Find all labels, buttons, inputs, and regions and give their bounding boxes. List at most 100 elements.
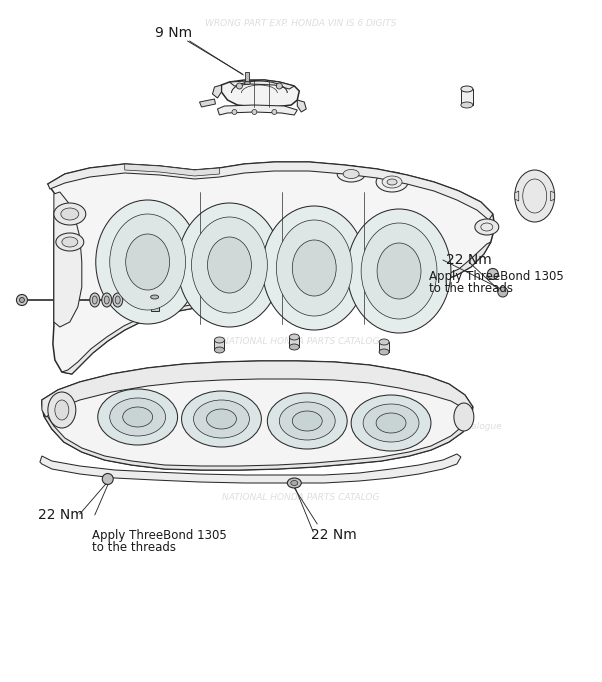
Circle shape [237,83,243,89]
Text: to the threads: to the threads [429,282,513,295]
Ellipse shape [262,206,366,330]
Ellipse shape [377,243,421,299]
Circle shape [488,269,498,280]
Ellipse shape [191,217,267,313]
Ellipse shape [361,223,437,319]
Polygon shape [551,191,554,201]
Ellipse shape [178,203,281,327]
Text: Apply ThreeBond 1305: Apply ThreeBond 1305 [429,270,563,283]
Circle shape [272,110,277,115]
Ellipse shape [276,220,352,316]
Ellipse shape [376,172,408,192]
Ellipse shape [123,407,153,427]
Ellipse shape [475,219,499,235]
Polygon shape [48,162,493,220]
Ellipse shape [126,234,170,290]
Text: 22 Nm: 22 Nm [446,253,492,267]
Ellipse shape [379,349,389,355]
Polygon shape [44,414,471,470]
Ellipse shape [343,170,359,179]
Ellipse shape [267,393,347,449]
Polygon shape [297,100,306,112]
Ellipse shape [208,237,252,293]
Ellipse shape [290,334,299,340]
Text: to the threads: to the threads [92,541,176,554]
Ellipse shape [96,200,199,324]
Text: 22 Nm: 22 Nm [38,508,84,522]
Circle shape [498,287,507,297]
Polygon shape [213,85,222,98]
Ellipse shape [62,237,78,247]
Ellipse shape [56,233,84,251]
Ellipse shape [337,166,365,182]
Text: WRONG PART EXP. HONDA VIN IS 6 DIGITS: WRONG PART EXP. HONDA VIN IS 6 DIGITS [205,19,396,29]
Ellipse shape [291,481,298,486]
Polygon shape [379,342,389,352]
Ellipse shape [54,203,86,225]
Circle shape [102,473,113,484]
Polygon shape [217,105,297,115]
Ellipse shape [48,392,76,428]
Ellipse shape [193,400,249,438]
Polygon shape [42,361,473,470]
Ellipse shape [461,86,473,92]
Polygon shape [461,89,473,105]
Text: Apply ThreeBond 1305: Apply ThreeBond 1305 [92,529,226,542]
Ellipse shape [92,296,98,304]
Ellipse shape [90,293,100,307]
Ellipse shape [351,395,431,451]
Polygon shape [199,99,216,107]
Ellipse shape [55,400,69,420]
Circle shape [16,295,28,306]
Text: NATIONAL HONDA PARTS CATALOG: NATIONAL HONDA PARTS CATALOG [222,336,379,346]
Ellipse shape [376,413,406,433]
Ellipse shape [382,176,402,188]
Ellipse shape [115,296,120,304]
Ellipse shape [113,293,123,307]
Polygon shape [222,80,299,107]
Ellipse shape [98,389,178,445]
Circle shape [19,297,25,303]
Ellipse shape [104,296,109,304]
Text: 9 Nm: 9 Nm [155,26,192,40]
Ellipse shape [102,293,112,307]
Circle shape [232,110,237,115]
Polygon shape [515,191,519,201]
Polygon shape [48,162,495,374]
Ellipse shape [110,398,166,436]
Ellipse shape [279,402,335,440]
Ellipse shape [214,337,225,343]
Ellipse shape [293,240,336,296]
Circle shape [252,110,257,115]
Ellipse shape [290,344,299,350]
Polygon shape [54,192,82,327]
Text: NATIONAL HONDA PARTS CATALOG: NATIONAL HONDA PARTS CATALOG [222,493,379,503]
Polygon shape [62,242,491,374]
Polygon shape [229,80,294,89]
Text: 22 Nm: 22 Nm [311,528,357,542]
Polygon shape [42,361,473,417]
Ellipse shape [379,339,389,345]
Ellipse shape [287,478,301,488]
Ellipse shape [182,391,261,447]
Polygon shape [290,337,299,347]
Text: epcatalogue: epcatalogue [447,421,502,431]
Ellipse shape [515,170,554,222]
Polygon shape [125,164,220,176]
Ellipse shape [214,347,225,353]
Text: NATIONAL HONDA PARTS CATALOG: NATIONAL HONDA PARTS CATALOG [222,176,379,186]
Ellipse shape [61,208,79,220]
Ellipse shape [244,82,250,85]
Polygon shape [40,454,461,483]
Polygon shape [214,340,225,350]
Ellipse shape [387,179,397,185]
Ellipse shape [461,102,473,108]
Ellipse shape [363,404,419,442]
Circle shape [276,83,282,89]
Ellipse shape [110,214,185,310]
Ellipse shape [293,411,322,431]
Ellipse shape [150,295,158,299]
Polygon shape [150,297,158,311]
Ellipse shape [454,403,474,431]
Polygon shape [246,72,249,82]
